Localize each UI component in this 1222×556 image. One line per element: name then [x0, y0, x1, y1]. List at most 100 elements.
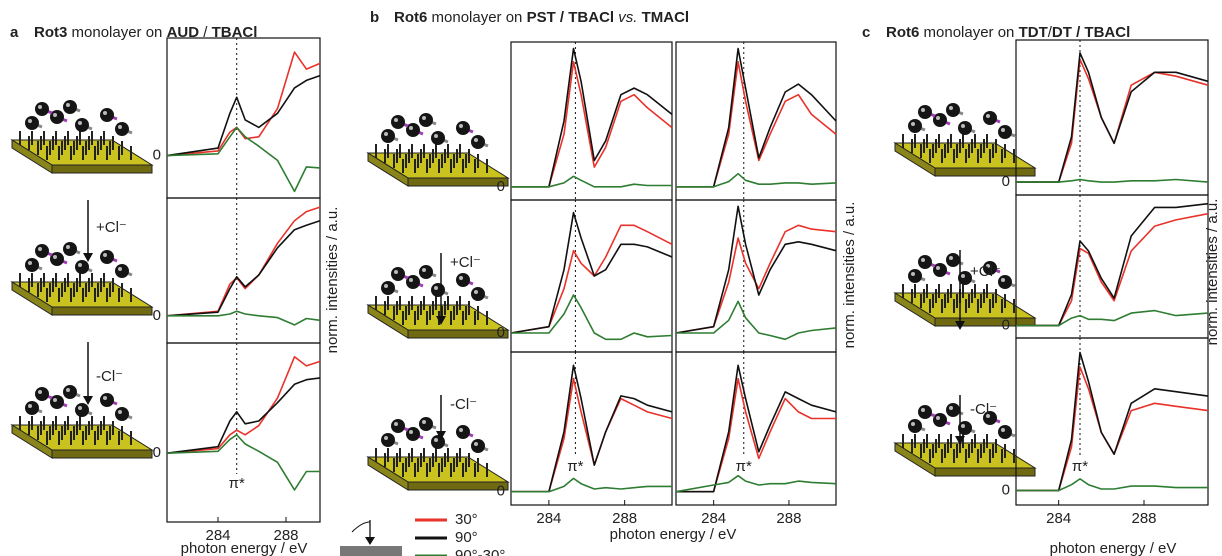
spectrum-line: [166, 126, 321, 193]
stopper: [35, 102, 49, 116]
spectrum-line: [166, 74, 321, 157]
substrate-front: [51, 164, 153, 174]
stopper: [115, 407, 129, 421]
plot-frame: [166, 342, 321, 523]
stopper: [406, 123, 420, 137]
highlight: [1001, 128, 1005, 132]
angle-arc: [351, 521, 371, 533]
stopper: [946, 103, 960, 117]
step-label: -Cl⁻: [970, 401, 997, 418]
spectrum-line: [511, 477, 672, 493]
highlight: [911, 422, 915, 426]
stopper: [918, 105, 932, 119]
stopper: [100, 393, 114, 407]
stopper: [431, 131, 445, 145]
highlight: [28, 261, 32, 265]
stopper: [998, 125, 1012, 139]
stopper: [75, 260, 89, 274]
highlight: [459, 124, 463, 128]
surface-illustration: [893, 403, 1037, 477]
pi-star-label: π*: [567, 458, 583, 475]
spectrum-line: [1016, 212, 1209, 327]
substrate-front: [51, 449, 153, 459]
spectrum-line: [510, 224, 673, 334]
stopper: [946, 403, 960, 417]
x-tick-label: 288: [273, 527, 298, 544]
substrate-front: [51, 306, 153, 316]
stopper: [983, 411, 997, 425]
highlight: [384, 132, 388, 136]
legend-label: 90°: [455, 529, 478, 546]
highlight: [409, 278, 413, 282]
spectrum-line: [1016, 351, 1209, 492]
stopper: [419, 417, 433, 431]
highlight: [986, 414, 990, 418]
spectrum-line: [675, 474, 837, 493]
highlight: [474, 290, 478, 294]
highlight: [961, 424, 965, 428]
highlight: [911, 272, 915, 276]
stopper: [471, 439, 485, 453]
substrate-front: [407, 481, 509, 491]
stopper: [933, 413, 947, 427]
spectrum-line: [511, 175, 672, 188]
stopper: [25, 258, 39, 272]
spectrum-line: [166, 377, 321, 454]
panel-title: Rot6 monolayer on TDT/DT / TBACl: [886, 24, 1130, 41]
beam-head: [365, 537, 375, 545]
stopper: [381, 129, 395, 143]
spectrum-line: [511, 61, 673, 188]
stopper: [391, 419, 405, 433]
highlight: [38, 390, 42, 394]
stopper: [406, 427, 420, 441]
highlight: [103, 396, 107, 400]
spectrum-line: [1016, 58, 1209, 183]
highlight: [384, 284, 388, 288]
highlight: [921, 108, 925, 112]
title-run: /: [1048, 24, 1053, 41]
pi-star-label: π*: [229, 475, 245, 492]
arrow-head: [436, 316, 446, 325]
title-run: TMACl: [642, 9, 690, 26]
spectrum-line: [676, 300, 837, 341]
y-axis-label: norm. intensities / a.u.: [841, 202, 858, 349]
stopper: [75, 118, 89, 132]
surface-illustration: [366, 417, 510, 491]
highlight: [118, 410, 122, 414]
highlight: [936, 266, 940, 270]
arrow-head: [83, 396, 93, 405]
title-run: TDT: [1019, 24, 1048, 41]
stopper: [391, 115, 405, 129]
spectrum-line: [1016, 366, 1209, 492]
highlight: [949, 406, 953, 410]
stopper: [100, 108, 114, 122]
highlight: [409, 430, 413, 434]
stopper: [25, 401, 39, 415]
y-tick-label: 0: [497, 324, 505, 341]
plot-frame: [1015, 39, 1209, 196]
stopper: [100, 250, 114, 264]
legend-label: 30°: [455, 511, 478, 528]
surface-illustration: [893, 103, 1037, 177]
highlight: [961, 124, 965, 128]
spectrum-line: [166, 206, 321, 317]
x-tick-label: 288: [612, 510, 637, 527]
sample-sketch: [340, 546, 402, 556]
y-tick-label: 0: [153, 147, 161, 164]
stopper: [75, 403, 89, 417]
highlight: [384, 436, 388, 440]
stopper: [456, 121, 470, 135]
spectrum-line: [676, 364, 837, 493]
surface-illustration: [893, 253, 1037, 327]
highlight: [986, 114, 990, 118]
title-run: Rot3: [34, 24, 67, 41]
x-tick-label: 288: [1131, 510, 1156, 527]
highlight: [936, 416, 940, 420]
highlight: [53, 255, 57, 259]
panel-title: Rot3 monolayer on AUD / TBACl: [34, 24, 257, 41]
x-tick-label: 284: [1046, 510, 1071, 527]
stopper: [908, 269, 922, 283]
highlight: [53, 113, 57, 117]
